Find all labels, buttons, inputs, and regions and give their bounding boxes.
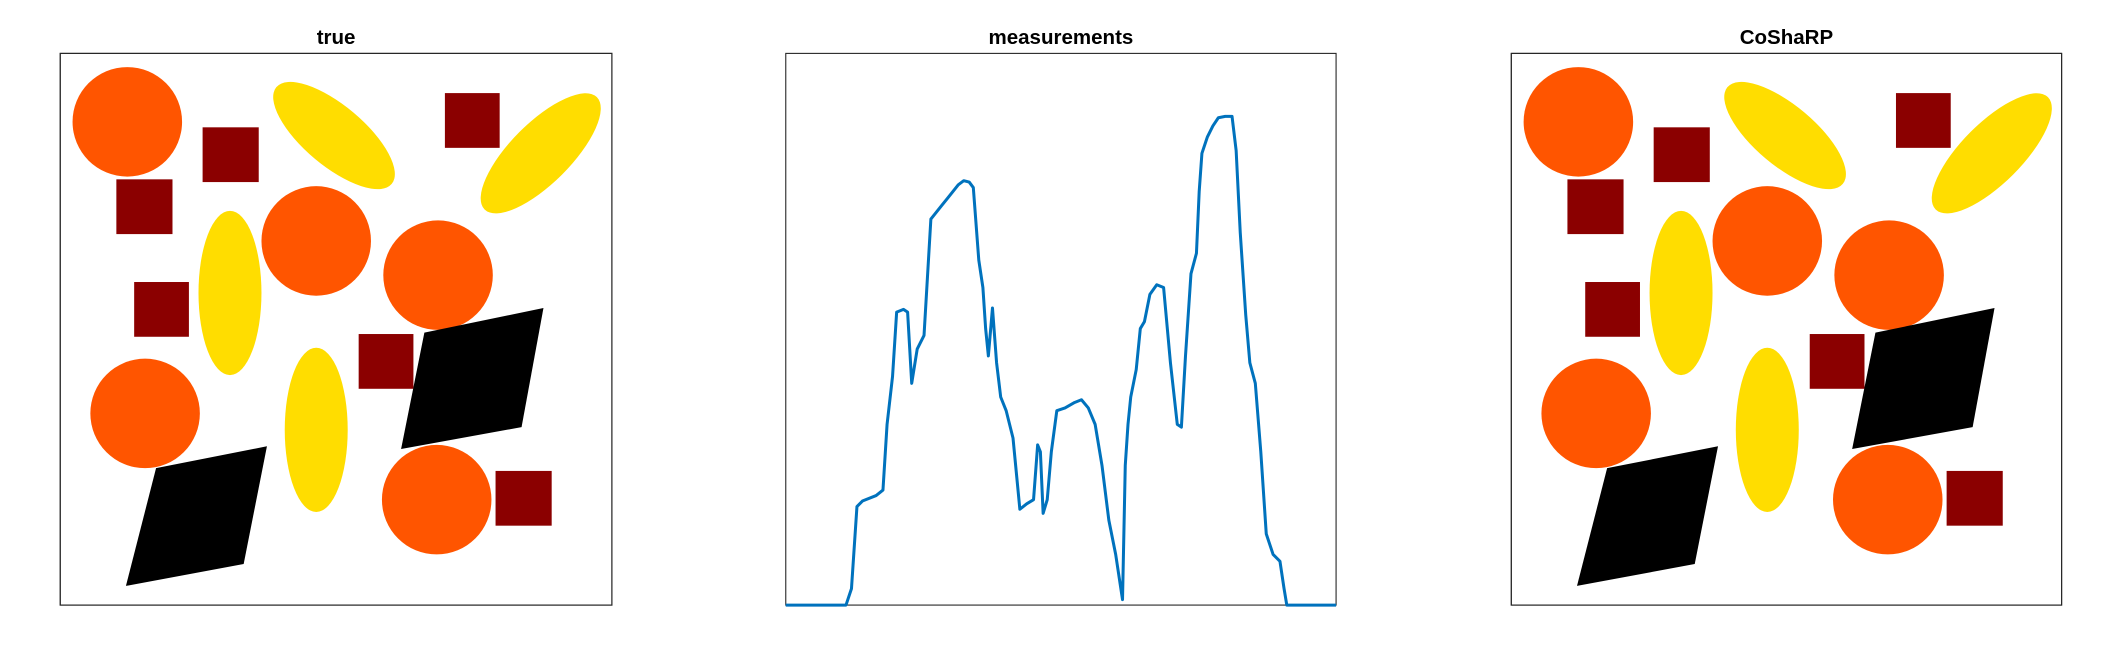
plot-frame [785,52,1337,606]
panel-title: true [317,26,356,49]
image-border [59,52,613,606]
measurement-line [785,114,1337,607]
panel-title: measurements [989,26,1134,49]
image-border [1510,52,2063,606]
panel-title: CoShaRP [1740,26,1833,49]
